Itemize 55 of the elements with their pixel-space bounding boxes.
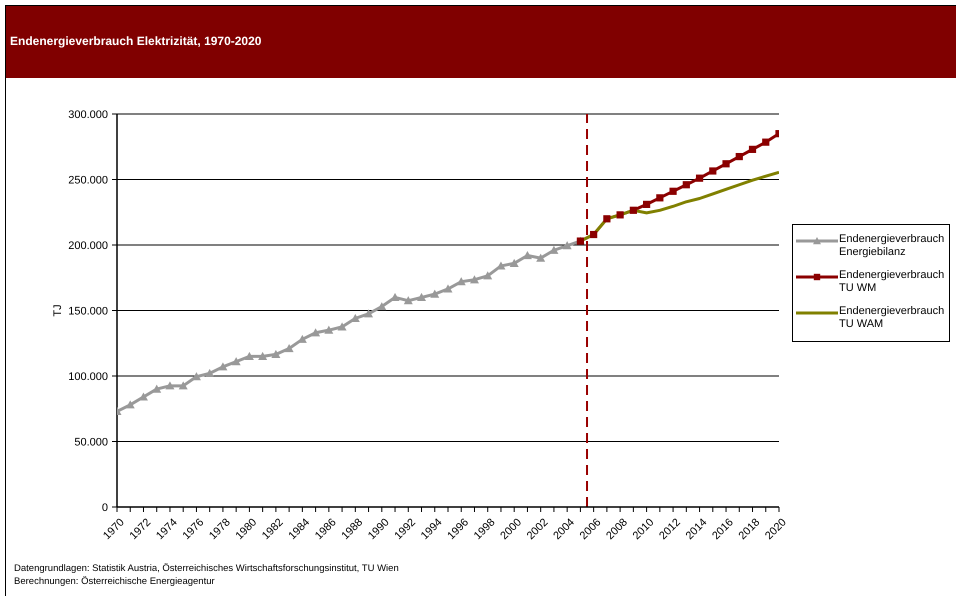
point — [669, 188, 677, 195]
point — [324, 326, 334, 334]
y-tick-label: 300.000 — [68, 108, 108, 121]
point — [762, 138, 770, 146]
point — [748, 146, 756, 153]
y-tick-label: 50.000 — [74, 436, 108, 448]
point — [232, 357, 241, 366]
point — [656, 194, 664, 202]
point — [205, 368, 214, 377]
text: Berechnungen: Österreichische Energieagentur — [14, 575, 216, 588]
point — [483, 271, 492, 280]
point — [590, 230, 598, 238]
y-tick-label: 100.000 — [68, 370, 108, 383]
point — [126, 400, 135, 408]
point — [430, 290, 440, 298]
point — [152, 384, 162, 393]
point — [284, 344, 294, 352]
text: Datengrundlagen: Statistik Austria, Österreichisches Wirtschaftsforschungsinstitut, TU Wien — [14, 562, 399, 575]
point — [444, 284, 452, 292]
point — [165, 381, 174, 390]
point — [736, 152, 743, 160]
point — [377, 302, 386, 310]
legend-label: Endenergieverbrauch TU WAM — [839, 305, 946, 331]
point — [562, 241, 572, 250]
chart-title: Endenergieverbrauch Elektrizität, 1970-2020 — [10, 34, 262, 48]
point — [603, 215, 610, 222]
y-tick-label: 150.000 — [68, 305, 108, 318]
y-tick-label: 250.000 — [68, 174, 108, 186]
legend-label: Endenergieverbrauch TU WM — [839, 269, 946, 295]
point — [364, 309, 374, 318]
point — [338, 322, 347, 330]
y-tick-label: 200.000 — [68, 240, 108, 252]
point — [616, 211, 624, 218]
point — [271, 350, 280, 358]
point — [630, 206, 637, 214]
legend-label: Endenergieverbrauch Energiebilanz — [839, 233, 946, 259]
point — [178, 381, 188, 390]
point — [682, 181, 690, 188]
point — [244, 352, 254, 360]
y-tick-label: 0 — [102, 502, 108, 514]
point — [696, 174, 704, 182]
point — [218, 362, 228, 370]
point — [311, 328, 320, 336]
point — [643, 200, 650, 208]
point — [417, 292, 426, 301]
point — [709, 167, 716, 175]
point — [258, 352, 268, 360]
point — [456, 277, 466, 286]
point — [522, 250, 532, 260]
point — [404, 296, 413, 304]
y-axis-title: TJ — [52, 304, 64, 317]
point — [470, 275, 479, 284]
point — [722, 160, 730, 168]
point — [510, 258, 519, 267]
point — [536, 254, 546, 262]
